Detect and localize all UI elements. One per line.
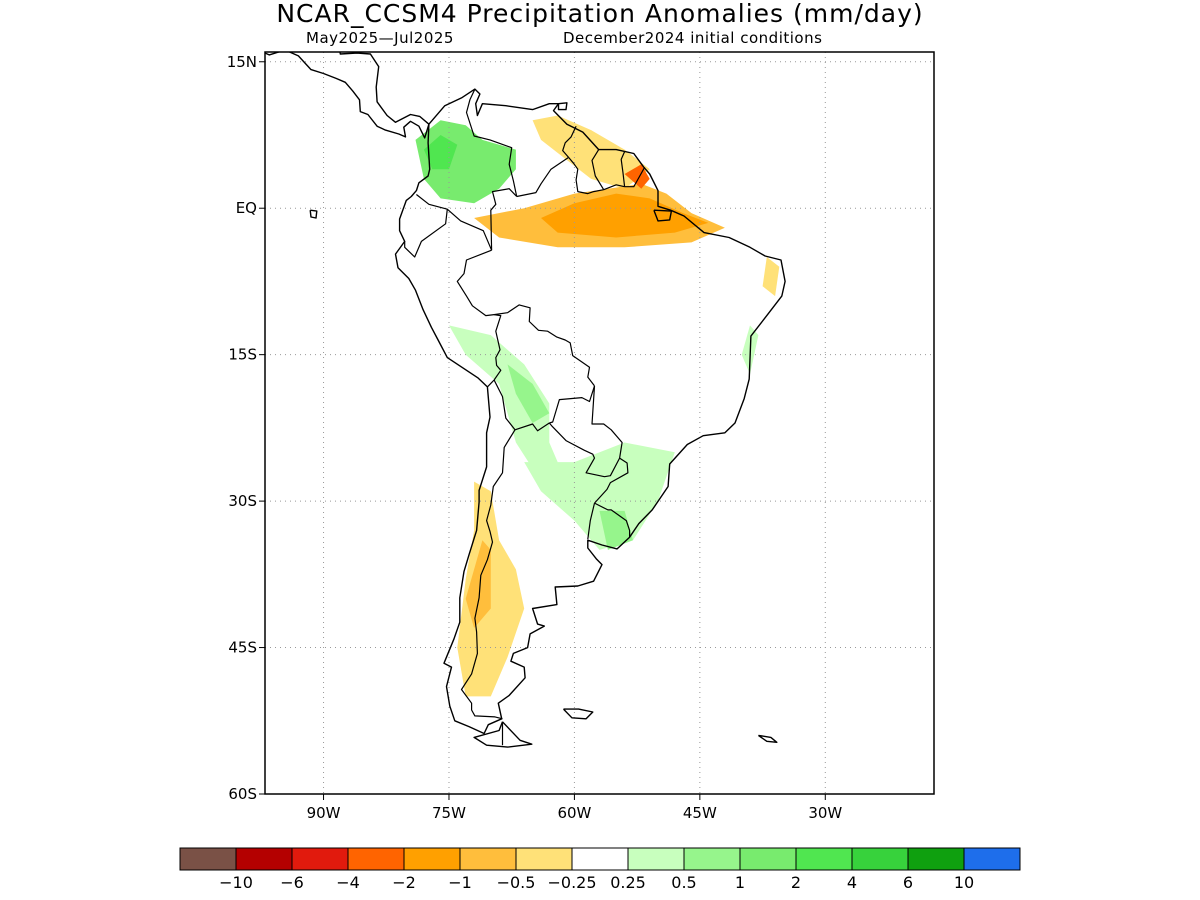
colorbar-swatch [851,847,909,871]
coastlines [265,52,786,748]
border-fguiana-brazil [624,166,646,188]
lon-tick-label: 45W [683,804,717,822]
anomaly-region-chile-dry-core [465,540,491,628]
colorbar-label: −2 [392,873,416,892]
colorbar-label: −10 [219,873,253,892]
anomaly-region-ne-brazil-dry [762,257,780,297]
border-peru-chile [486,379,495,388]
anomaly-region-guiana-dry [532,115,650,189]
colorbar-swatch [235,847,293,871]
lat-tick-label: 15S [228,346,257,364]
colorbar-swatch [571,847,629,871]
colorbar-label: 6 [903,873,913,892]
colorbar-label: 4 [847,873,857,892]
coastline-central-america [339,52,430,125]
colorbar-label: −0.25 [547,873,596,892]
lon-tick-label: 75W [432,804,466,822]
coastline-tierra-del-fuego [473,721,533,748]
border-colombia-venezuela [465,88,518,197]
colorbar-swatch [739,847,797,871]
colorbar-swatch [459,847,517,871]
colorbar-label: −6 [280,873,304,892]
border-bolivia-brazil [494,304,595,387]
colorbar: −10 −6 −4 −2 −1 −0.5 −0.25 0.25 0.5 1 2 4 6 10 [179,847,1021,892]
border-bolivia-paraguay [549,385,596,424]
border-uruguay-brazil [594,502,631,538]
graticule [265,52,934,795]
colorbar-swatch [963,847,1021,871]
coastline-mexico-pacific [265,52,324,75]
border-guyana-suriname [591,149,605,191]
colorbar-swatch [347,847,405,871]
colorbar-swatch [515,847,573,871]
colorbar-swatch [627,847,685,871]
anomaly-region-uruguay-wet-core [599,510,633,550]
coastline-south-georgia [757,734,778,743]
border-colombia-brazil [490,188,518,251]
anomaly-shading [415,115,780,697]
coastline-falklands [562,708,594,720]
border-venezuela-guyana [562,125,577,158]
border-venezuela-brazil [516,156,569,198]
plot-frame [264,51,935,795]
anomaly-region-amazon-dry-core [541,193,709,238]
colorbar-swatch [179,847,237,871]
border-peru-brazil [456,249,495,317]
lat-tick-label: 15N [227,53,257,71]
border-argentina-brazil [594,457,629,504]
colorbar-label: −4 [336,873,360,892]
colorbar-swatch [683,847,741,871]
lat-tick-label: 60S [228,785,257,803]
anomaly-region-bolivia-wet-core [507,364,550,423]
colorbar-swatch [403,847,461,871]
border-colombia-peru-ecuador [416,194,493,251]
lon-tick-label: 60W [557,804,591,822]
initial-conditions-label: December2024 initial conditions [563,29,823,47]
colorbar-label: −0.5 [497,873,536,892]
colorbar-swatch [291,847,349,871]
border-suriname-fguiana [620,151,626,187]
forecast-period-label: May2025—Jul2025 [306,29,454,47]
coastline-south-america [394,88,786,735]
lat-tick-label: 30S [228,492,257,510]
border-peru-bolivia [493,314,502,381]
colorbar-label: 0.25 [610,873,646,892]
border-chile-argentina [460,429,516,720]
lat-tick-label: 45S [228,639,257,657]
lat-tick-label: EQ [236,199,257,217]
anomaly-region-bolivia-wet [449,325,558,482]
colorbar-label: 2 [791,873,801,892]
coastline-trinidad [557,102,568,111]
colorbar-label: −1 [448,873,472,892]
anomaly-region-colombia-wet-core [423,135,458,170]
colorbar-label: 10 [954,873,974,892]
coastline-marajo [653,209,673,222]
border-argentina-paraguay [548,422,621,478]
lon-tick-label: 90W [307,804,341,822]
country-borders [404,88,646,746]
border-suriname-brazil [603,184,625,191]
page-title: NCAR_CCSM4 Precipitation Anomalies (mm/d… [276,0,924,28]
colorbar-swatch [907,847,965,871]
border-uruguay-argentina [587,502,596,540]
colorbar-label: 0.5 [671,873,696,892]
lon-tick-label: 30W [808,804,842,822]
coastline-central-america-pacific [323,72,430,139]
axes: 15N EQ 15S 30S 45S 60S 90W 75W 60W 45W 30W [227,53,843,822]
border-ecuador-peru [404,209,448,258]
coastline-galapagos [309,209,318,219]
colorbar-swatch [795,847,853,871]
border-guyana-brazil [568,157,604,195]
anomaly-region-uruguay-wet [524,442,675,550]
border-paraguay-brazil [591,385,623,459]
colorbar-label: 1 [735,873,745,892]
